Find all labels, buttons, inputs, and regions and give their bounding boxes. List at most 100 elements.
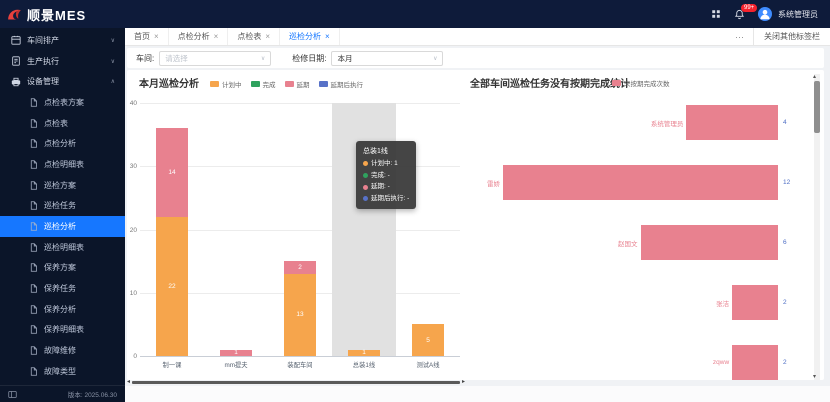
scroll-right-icon[interactable]: ▸ xyxy=(461,379,465,385)
tab-close-icon[interactable]: × xyxy=(213,32,219,41)
workshop-select[interactable]: 请选择 ∨ xyxy=(159,50,272,66)
overdue-bar[interactable] xyxy=(732,345,778,380)
right-chart-legend: 未按期完成次数 xyxy=(612,78,670,88)
sidebar-item-巡检方案[interactable]: 巡检方案 xyxy=(0,175,125,196)
bottom-strip xyxy=(125,386,830,402)
bar-segment-延期[interactable]: 2 xyxy=(284,261,316,274)
bar-value-label: 13 xyxy=(296,311,304,319)
tab-bar: 首页 × 点检分析 × 点检表 × 巡检分析 × ··· 关闭其他标签栏 xyxy=(125,28,830,46)
scroll-down-icon[interactable]: ▾ xyxy=(813,374,817,380)
bar-segment-计划中[interactable]: 5 xyxy=(412,324,444,356)
bar-value-label: 2 xyxy=(298,263,302,271)
legend-item-延期后执行[interactable]: 延期后执行 xyxy=(318,79,363,89)
apps-grid-icon[interactable] xyxy=(711,9,721,19)
sidebar-item-label: 故障维修 xyxy=(44,346,76,356)
bar-segment-计划中[interactable]: 13 xyxy=(284,273,316,356)
sidebar-item-车间排产[interactable]: 车间排产 ∨ xyxy=(0,30,125,51)
bar-category-label: 系统管理员 xyxy=(650,120,684,128)
tab-首页[interactable]: 首页 × xyxy=(125,28,169,45)
sidebar-item-label: 巡检方案 xyxy=(44,180,76,190)
sidebar-item-label: 点检表 xyxy=(44,118,68,128)
charts-card: 本月巡检分析 计划中 完成 延期 延期后执行 0 10 20 30 40 22 14 制一课 1 mm提… xyxy=(127,70,824,380)
sidebar-item-生产执行[interactable]: 生产执行 ∨ xyxy=(0,51,125,72)
sidebar-item-故障类型[interactable]: 故障类型 xyxy=(0,361,125,382)
chevron-down-icon: ∨ xyxy=(260,55,266,62)
bar-value-label: 4 xyxy=(783,119,787,126)
tab-点检表[interactable]: 点检表 × xyxy=(228,28,281,45)
sidebar-item-点检明细表[interactable]: 点检明细表 xyxy=(0,154,125,175)
file-icon xyxy=(29,284,38,293)
tab-巡检分析[interactable]: 巡检分析 × xyxy=(280,28,340,45)
scroll-up-icon[interactable]: ▴ xyxy=(813,74,817,80)
horizontal-scrollbar[interactable]: ◂ ▸ xyxy=(127,378,465,386)
left-chart-legend: 计划中 完成 延期 延期后执行 xyxy=(210,79,363,89)
chevron-down-icon: ∨ xyxy=(110,58,115,65)
legend-label: 未按期完成次数 xyxy=(624,81,670,88)
user-avatar[interactable] xyxy=(758,7,772,21)
overdue-bar-row: 赵国文 xyxy=(462,225,778,260)
sidebar-item-巡检任务[interactable]: 巡检任务 xyxy=(0,196,125,217)
legend-swatch xyxy=(612,80,621,86)
sidebar-item-设备管理[interactable]: 设备管理 ∧ xyxy=(0,71,125,92)
bar-segment-延期[interactable]: 14 xyxy=(156,128,188,217)
tooltip-row: 延期后执行: - xyxy=(363,193,409,205)
sidebar-item-点检分析[interactable]: 点检分析 xyxy=(0,133,125,154)
sidebar-item-保养明细表[interactable]: 保养明细表 xyxy=(0,320,125,341)
overdue-bar[interactable] xyxy=(640,225,778,260)
sidebar-item-label: 巡检明细表 xyxy=(44,242,84,252)
legend-swatch xyxy=(250,81,260,87)
scroll-left-icon[interactable]: ◂ xyxy=(127,379,131,385)
overdue-bar-row: 张洁 xyxy=(462,285,778,320)
bar-segment-延期[interactable]: 1 xyxy=(220,349,252,357)
sidebar-item-label: 故障类型 xyxy=(44,366,76,376)
legend-item-完成[interactable]: 完成 xyxy=(250,79,276,89)
overdue-bar[interactable] xyxy=(686,105,778,140)
sidebar-item-巡检分析[interactable]: 巡检分析 xyxy=(0,216,125,237)
file-icon xyxy=(29,160,38,169)
vertical-scrollbar-thumb[interactable] xyxy=(814,81,820,133)
sidebar-item-巡检明细表[interactable]: 巡检明细表 xyxy=(0,237,125,258)
sidebar-nav: 车间排产 ∨ 生产执行 ∨ 设备管理 ∧ 点检表方案点检表点检分析 点检明细表巡检方案巡检任务… xyxy=(0,28,125,385)
legend-swatch xyxy=(210,81,219,87)
sidebar-item-保养方案[interactable]: 保养方案 xyxy=(0,258,125,279)
file-icon xyxy=(29,346,38,355)
tab-more-button[interactable]: ··· xyxy=(735,31,744,42)
bar-value-label: 1 xyxy=(234,349,238,357)
tooltip-row: 完成: - xyxy=(363,170,409,182)
brand-logo: 顺景MES xyxy=(6,5,86,24)
chevron-up-icon: ∧ xyxy=(110,79,115,86)
sidebar-item-保养任务[interactable]: 保养任务 xyxy=(0,278,125,299)
vertical-scrollbar[interactable]: ▴ ▾ xyxy=(813,74,820,380)
sidebar-item-保养分析[interactable]: 保养分析 xyxy=(0,299,125,320)
sidebar-item-点检表[interactable]: 点检表 xyxy=(0,113,125,134)
horizontal-scrollbar-thumb[interactable] xyxy=(132,380,460,384)
tab-label: 点检分析 xyxy=(177,32,210,41)
filter-bar: 车间: 请选择 ∨ 检修日期: 本月 ∨ xyxy=(127,48,824,68)
overdue-bar[interactable] xyxy=(503,165,778,200)
close-other-tabs-button[interactable]: 关闭其他标签栏 xyxy=(753,28,830,45)
sidebar-collapse-icon[interactable] xyxy=(8,390,17,399)
overdue-bar-row: 系统管理员 xyxy=(462,105,778,140)
current-user-name[interactable]: 系统管理员 xyxy=(778,9,818,19)
gridline xyxy=(140,103,460,104)
x-axis-category-label: 装配车间 xyxy=(287,362,313,369)
sidebar-item-点检表方案[interactable]: 点检表方案 xyxy=(0,92,125,113)
bar-segment-计划中[interactable]: 22 xyxy=(156,216,188,356)
date-select[interactable]: 本月 ∨ xyxy=(331,50,444,66)
bar-category-label: 雷娇 xyxy=(487,180,500,188)
x-axis-category-label: 制一课 xyxy=(162,362,182,369)
legend-item-计划中[interactable]: 计划中 xyxy=(210,79,242,89)
y-axis-tick-label: 10 xyxy=(129,289,137,297)
bar-segment-计划中[interactable]: 1 xyxy=(348,349,380,356)
file-icon xyxy=(29,139,38,148)
tab-close-icon[interactable]: × xyxy=(325,32,330,41)
equipment-management-icon xyxy=(11,77,21,87)
overdue-bar[interactable] xyxy=(732,285,778,320)
sidebar-item-故障维修[interactable]: 故障维修 xyxy=(0,340,125,361)
tab-点检分析[interactable]: 点检分析 × xyxy=(169,28,229,45)
tab-close-icon[interactable]: × xyxy=(265,32,271,41)
legend-item-延期[interactable]: 延期 xyxy=(284,79,310,89)
tab-close-icon[interactable]: × xyxy=(154,32,159,41)
notifications-button[interactable]: 99+ xyxy=(734,3,758,20)
